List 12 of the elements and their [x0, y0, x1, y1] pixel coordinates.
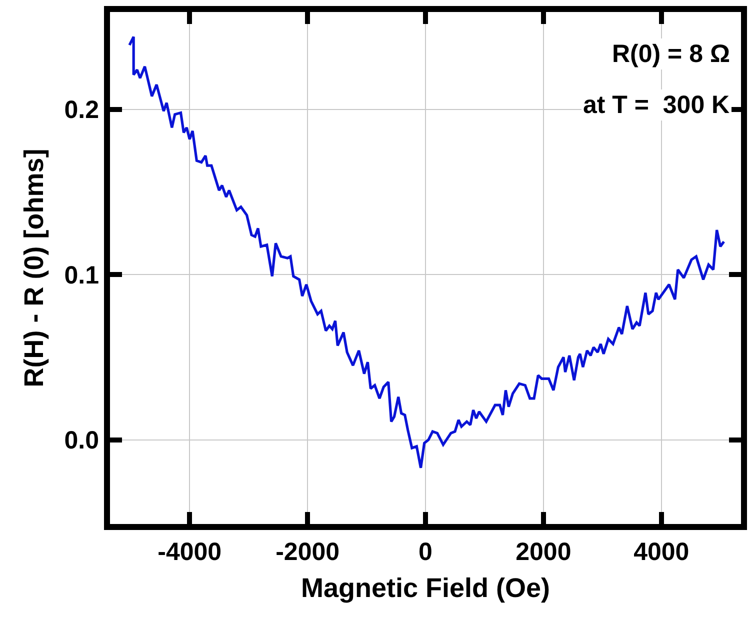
- y-axis-title: R(H) - R (0) [ohms]: [18, 148, 49, 388]
- y-tick-label: 0.2: [64, 96, 99, 124]
- x-tick-label: -4000: [158, 538, 222, 566]
- x-tick-label: 2000: [516, 538, 572, 566]
- x-tick-label: 4000: [634, 538, 690, 566]
- x-axis-title: Magnetic Field (Oe): [300, 572, 550, 603]
- annotation: at T = 300 K: [583, 91, 730, 119]
- x-tick-label: -2000: [276, 538, 340, 566]
- x-tick-label: 0: [418, 538, 432, 566]
- y-tick-label: 0.1: [64, 261, 100, 290]
- annotation: R(0) = 8 Ω: [612, 40, 730, 68]
- y-tick-label: 0.0: [64, 426, 99, 455]
